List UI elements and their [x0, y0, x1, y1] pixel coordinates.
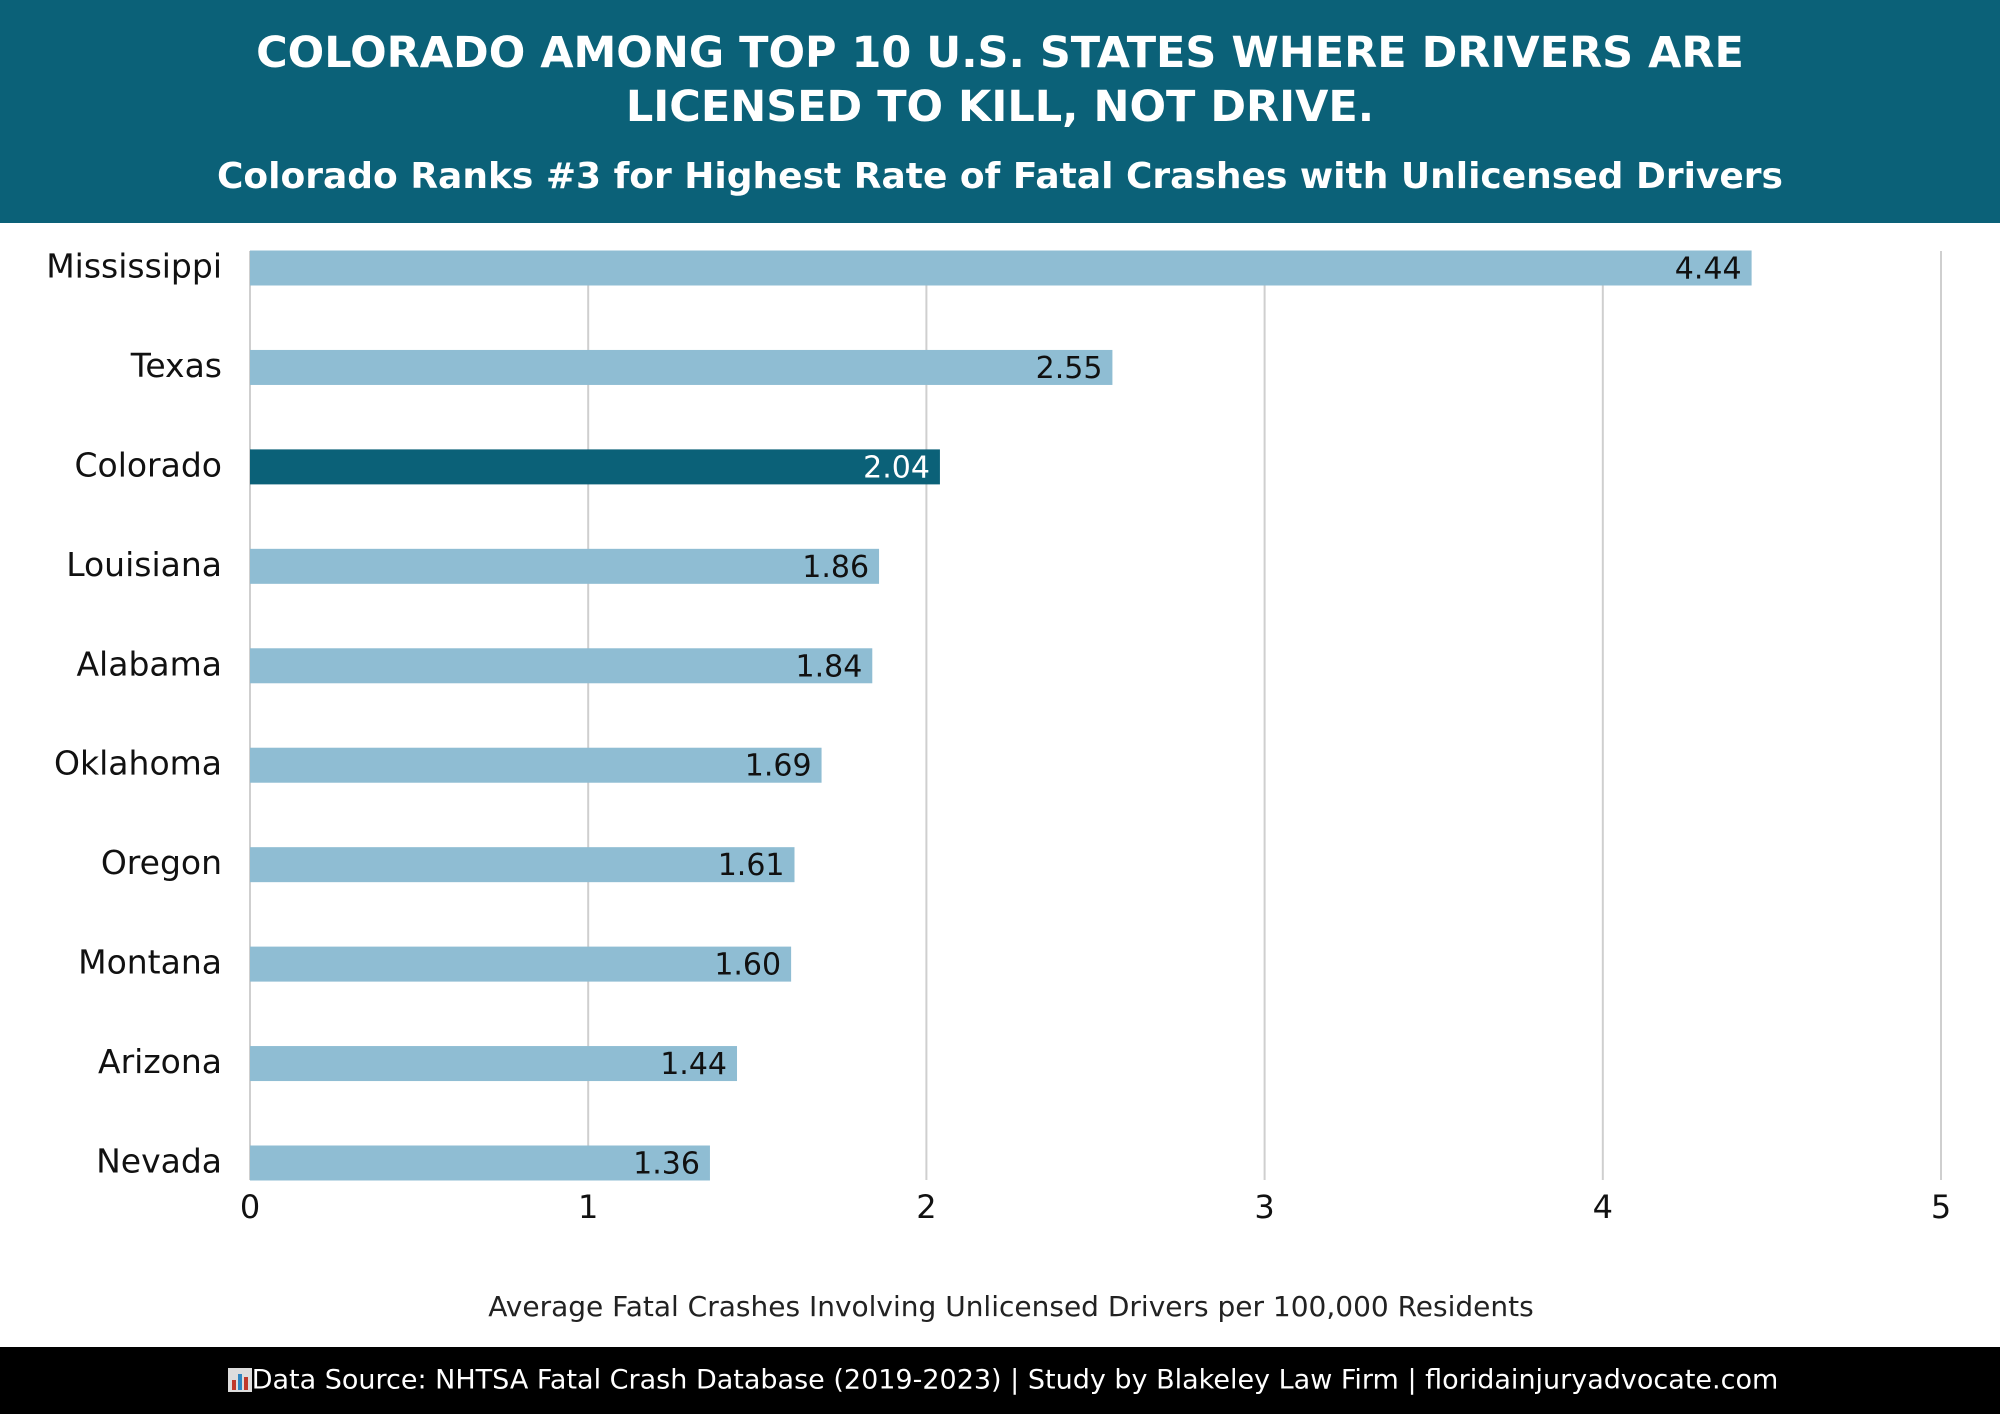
bar	[250, 847, 795, 883]
value-label: 1.86	[802, 550, 869, 585]
bar	[250, 548, 880, 584]
x-tick-label: 5	[1931, 1188, 1951, 1226]
bar	[250, 449, 940, 485]
bar	[250, 946, 792, 982]
value-label: 2.55	[1036, 351, 1103, 386]
y-tick-label: Nevada	[96, 1142, 222, 1181]
value-label: 1.61	[718, 848, 785, 883]
chart-subtitle: Colorado Ranks #3 for Highest Rate of Fa…	[217, 156, 1783, 197]
value-label: 1.44	[660, 1047, 727, 1082]
value-label: 4.44	[1675, 252, 1742, 287]
bar	[250, 747, 822, 783]
bar	[250, 1145, 710, 1181]
bar	[250, 349, 1113, 385]
y-tick-label: Mississippi	[46, 247, 222, 286]
bar	[250, 1046, 738, 1082]
y-tick-label: Arizona	[98, 1042, 222, 1081]
y-tick-label: Oklahoma	[54, 744, 222, 783]
value-label: 1.84	[795, 649, 862, 684]
bar	[250, 648, 873, 684]
y-tick-label: Montana	[78, 943, 222, 982]
value-label: 2.04	[863, 450, 930, 485]
footer-band	[0, 1347, 2000, 1414]
x-tick-label: 4	[1593, 1188, 1613, 1226]
x-tick-label: 1	[578, 1188, 598, 1226]
value-label: 1.69	[745, 749, 812, 784]
source-note: Data Source: NHTSA Fatal Crash Database …	[252, 1365, 1779, 1396]
header: COLORADO AMONG TOP 10 U.S. STATES WHERE …	[0, 0, 2000, 223]
x-tick-label: 2	[916, 1188, 936, 1226]
chart-icon	[228, 1368, 252, 1392]
y-tick-label: Colorado	[74, 445, 222, 484]
y-tick-label: Louisiana	[66, 545, 222, 584]
y-tick-label: Oregon	[101, 843, 222, 882]
x-axis-title: Average Fatal Crashes Involving Unlicens…	[488, 1290, 1533, 1323]
y-tick-label: Alabama	[76, 644, 222, 683]
x-tick-label: 0	[240, 1188, 260, 1226]
value-label: 1.60	[714, 948, 781, 983]
x-tick-label: 3	[1254, 1188, 1274, 1226]
y-tick-label: Texas	[130, 346, 222, 385]
value-label: 1.36	[633, 1147, 700, 1182]
chart-title: COLORADO AMONG TOP 10 U.S. STATES WHERE …	[256, 28, 1744, 132]
bar	[250, 250, 1752, 286]
